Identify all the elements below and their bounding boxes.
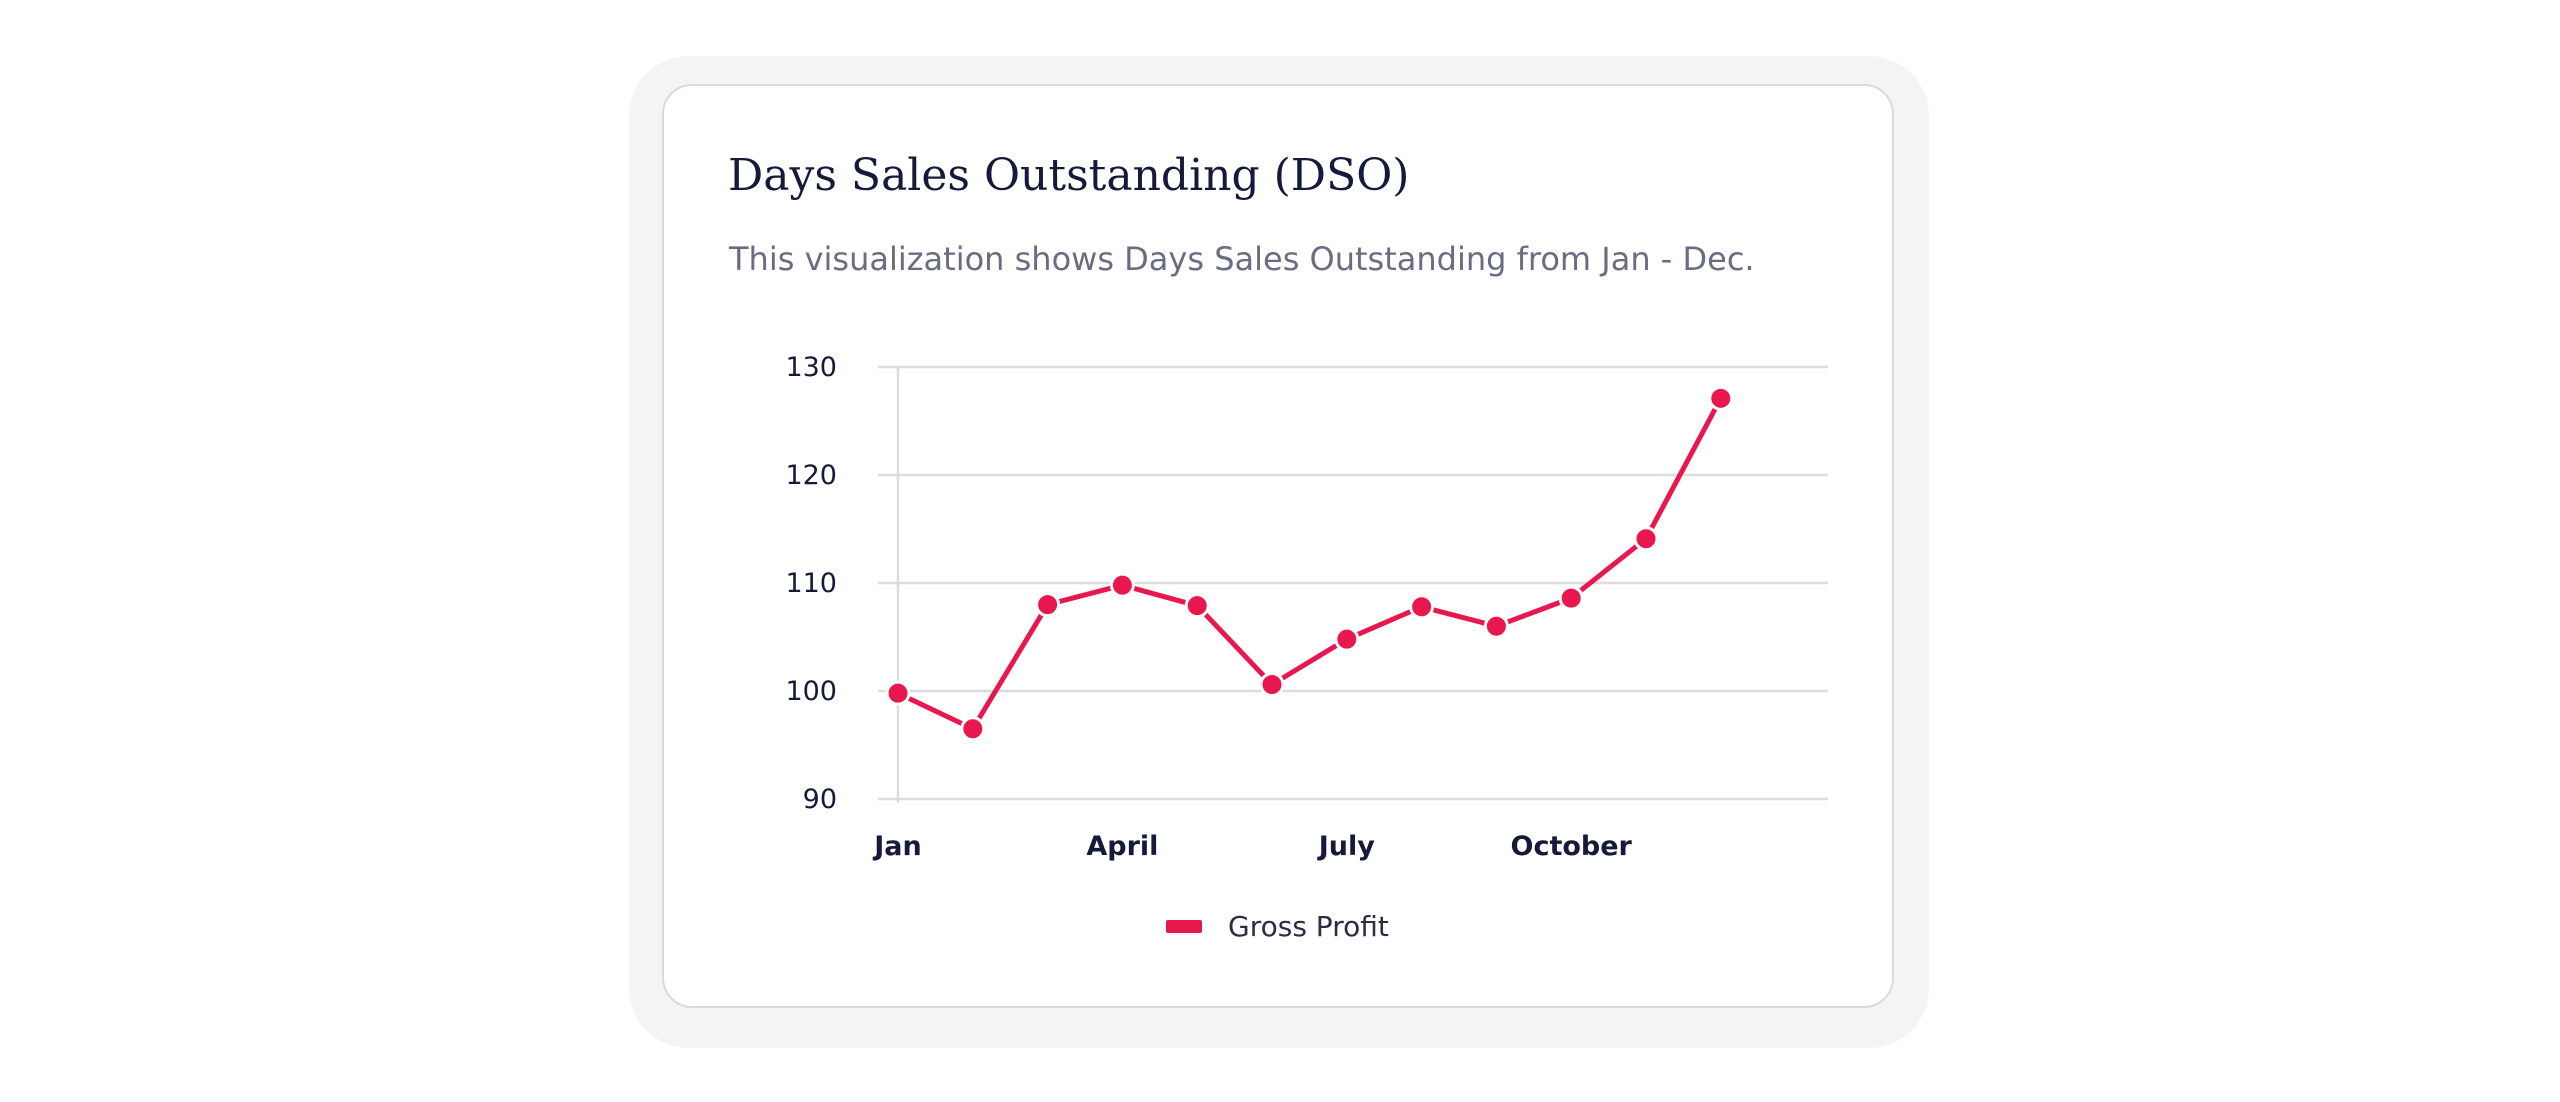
y-tick-label: 130 (785, 352, 837, 383)
y-tick-label: 90 (803, 784, 837, 815)
data-point (1633, 526, 1659, 552)
data-point (1109, 572, 1135, 598)
data-point (885, 680, 911, 706)
y-tick-label: 110 (785, 568, 837, 599)
data-point (1409, 594, 1435, 620)
series-line-gross-profit (895, 395, 1724, 732)
y-tick-label: 120 (785, 460, 837, 491)
x-tick-label: Jan (872, 831, 922, 862)
x-axis-ticks: Jan April July October (872, 831, 1632, 862)
chart-card (662, 84, 1894, 1008)
y-tick-label: 100 (785, 676, 837, 707)
chart-subtitle: This visualization shows Days Sales Outs… (729, 240, 1755, 278)
data-point (1483, 613, 1509, 639)
x-tick-label: July (1317, 831, 1376, 862)
x-tick-label: April (1086, 831, 1158, 862)
series-points-gross-profit (885, 385, 1734, 742)
data-point (960, 716, 986, 742)
legend: Gross Profit (1166, 910, 1389, 943)
legend-label-gross-profit: Gross Profit (1228, 910, 1389, 943)
data-point (1035, 592, 1061, 618)
data-point (1558, 585, 1584, 611)
data-point (1259, 672, 1285, 698)
data-point (1708, 385, 1734, 411)
y-axis-ticks: 130 120 110 100 90 (785, 352, 837, 815)
x-tick-label: October (1511, 831, 1633, 862)
legend-swatch-gross-profit (1166, 920, 1202, 933)
grid-lines (878, 365, 1828, 801)
data-point (1334, 626, 1360, 652)
chart-title: Days Sales Outstanding (DSO) (728, 150, 1410, 201)
data-point (1184, 593, 1210, 619)
